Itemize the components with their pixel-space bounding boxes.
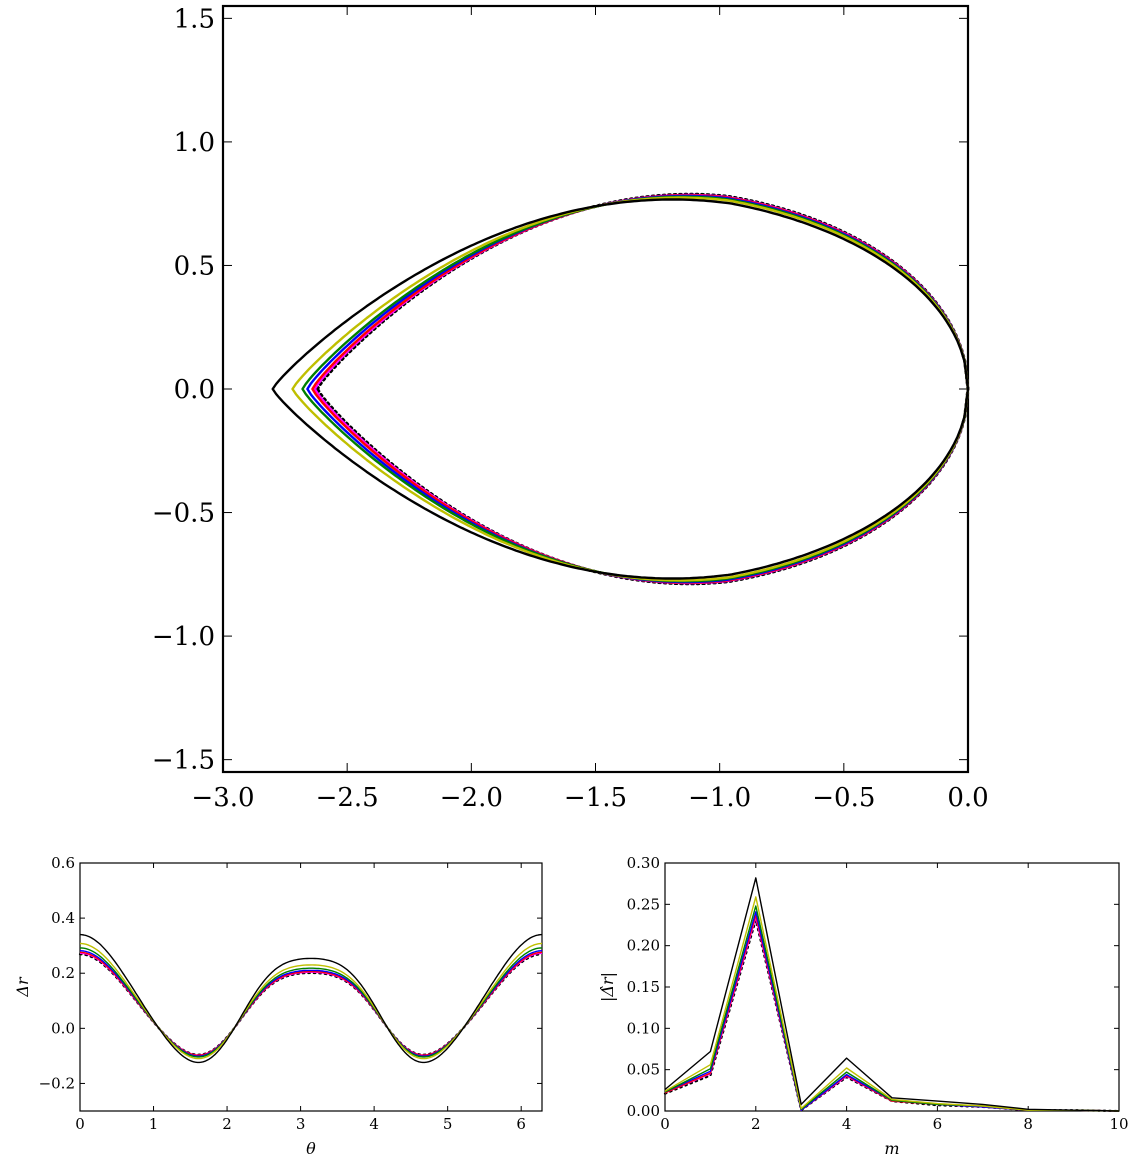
fourier-series-1 — [663, 918, 1121, 1113]
delta-r-series-7 — [79, 933, 543, 1064]
x-tick-label: 3 — [296, 1115, 306, 1133]
y-tick-label: 0.5 — [174, 251, 215, 281]
contour-series-6 — [291, 196, 970, 582]
delta-r-series-1 — [78, 953, 544, 1056]
y-tick-label: 0.15 — [627, 978, 660, 996]
x-tick-label: 0 — [660, 1115, 670, 1133]
delta-r-series-4 — [79, 950, 543, 1057]
y-tick-label: 0.2 — [51, 964, 75, 982]
x-tick-label: 4 — [842, 1115, 852, 1133]
x-tick-label: 10 — [1109, 1115, 1128, 1133]
x-tick-label: −3.0 — [191, 783, 254, 813]
x-tick-label: −2.5 — [316, 783, 379, 813]
y-tick-label: −0.2 — [39, 1074, 75, 1092]
y-tick-label: 0.20 — [627, 937, 660, 955]
x-tick-label: 2 — [222, 1115, 232, 1133]
y-tick-label: 0.30 — [627, 854, 660, 872]
x-tick-label: −2.0 — [440, 783, 503, 813]
fourier-series-6 — [664, 896, 1120, 1112]
y-tick-label: −1.5 — [152, 746, 215, 776]
plot-frame — [221, 4, 970, 774]
y-tick-label: 0.0 — [174, 375, 215, 405]
fourier-series-5 — [664, 905, 1120, 1112]
y-tick-label: −0.5 — [152, 499, 215, 529]
y-tick-label: 0.25 — [627, 895, 660, 913]
y-tick-label: 0.10 — [627, 1019, 660, 1037]
y-tick-label: 0.0 — [51, 1019, 75, 1037]
x-tick-label: 6 — [933, 1115, 943, 1133]
x-tick-label: 8 — [1023, 1115, 1033, 1133]
y-tick-label: 1.0 — [174, 128, 215, 158]
x-tick-label: 0.0 — [947, 783, 988, 813]
y-tick-label: 0.05 — [627, 1061, 660, 1079]
fourier-amplitude-plot: 0 2 4 6 8 10 0.00 0.05 0.10 0.15 0.20 0.25 0.30 m |Δ̂r… — [598, 854, 1129, 1158]
x-axis-label: m — [884, 1139, 899, 1158]
y-tick-label: 0.00 — [627, 1102, 660, 1120]
contour-series-5 — [301, 195, 970, 583]
y-tick-label: 1.5 — [174, 4, 215, 34]
contour-series-7 — [271, 198, 970, 580]
x-tick-label: 6 — [516, 1115, 526, 1133]
fourier-series-3 — [664, 914, 1120, 1112]
x-tick-label: 4 — [369, 1115, 379, 1133]
y-tick-label: −1.0 — [152, 622, 215, 652]
y-axis-label: Δr — [13, 976, 32, 998]
fourier-series-7 — [664, 877, 1120, 1112]
x-tick-label: −1.5 — [564, 783, 627, 813]
delta-r-series-6 — [79, 942, 543, 1060]
x-tick-label: −1.0 — [688, 783, 751, 813]
contour-series-4 — [306, 194, 970, 584]
y-axis-label: |Δ̂r| — [598, 972, 617, 1002]
x-tick-label: 0 — [75, 1115, 85, 1133]
main-contour-plot: −3.0 −2.5 −2.0 −1.5 −1.0 −0.5 0.0 −1.5 −1.0 −0.5 0… — [152, 4, 989, 813]
plot-frame — [79, 862, 543, 1112]
x-axis-label: θ — [306, 1139, 316, 1158]
fourier-series-4 — [664, 911, 1120, 1112]
y-tick-label: 0.4 — [51, 909, 75, 927]
x-tick-label: 5 — [443, 1115, 453, 1133]
y-tick-label: 0.6 — [51, 854, 75, 872]
delta-r-vs-theta-plot: 0 1 2 3 4 5 6 −0.2 0.0 0.2 0.4 0.6 θ Δr — [13, 854, 544, 1158]
x-tick-label: 2 — [751, 1115, 761, 1133]
x-tick-label: 1 — [149, 1115, 159, 1133]
fourier-series-2 — [664, 916, 1120, 1112]
x-tick-label: −0.5 — [812, 783, 875, 813]
